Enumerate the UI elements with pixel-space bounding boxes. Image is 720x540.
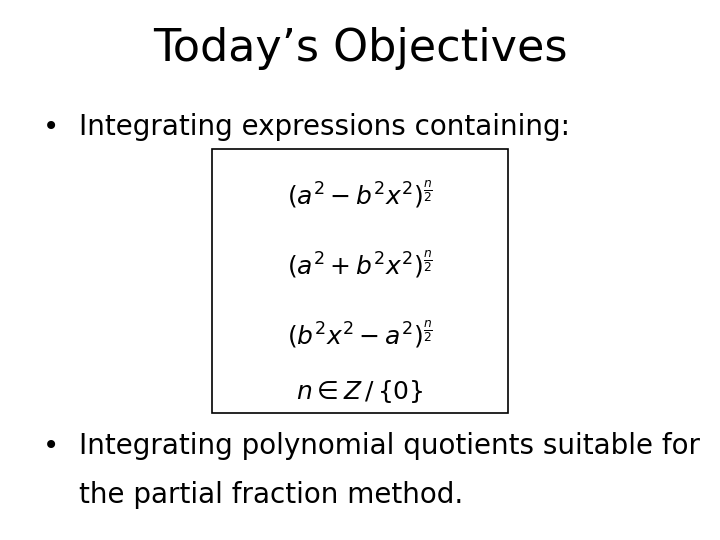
Text: the partial fraction method.: the partial fraction method. [79, 481, 464, 509]
Text: $n \in Z\,/\,\{0\}$: $n \in Z\,/\,\{0\}$ [296, 378, 424, 405]
Text: $\left(a^2 - b^2x^2\right)^{\frac{n}{2}}$: $\left(a^2 - b^2x^2\right)^{\frac{n}{2}}… [287, 178, 433, 210]
Text: Today’s Objectives: Today’s Objectives [153, 27, 567, 70]
Text: •: • [43, 432, 60, 460]
Text: Integrating polynomial quotients suitable for: Integrating polynomial quotients suitabl… [79, 432, 701, 460]
Text: $\left(a^2 + b^2x^2\right)^{\frac{n}{2}}$: $\left(a^2 + b^2x^2\right)^{\frac{n}{2}}… [287, 248, 433, 280]
Text: Integrating expressions containing:: Integrating expressions containing: [79, 113, 570, 141]
Text: $\left(b^2x^2 - a^2\right)^{\frac{n}{2}}$: $\left(b^2x^2 - a^2\right)^{\frac{n}{2}}… [287, 319, 433, 350]
FancyBboxPatch shape [212, 148, 508, 413]
Text: •: • [43, 113, 60, 141]
